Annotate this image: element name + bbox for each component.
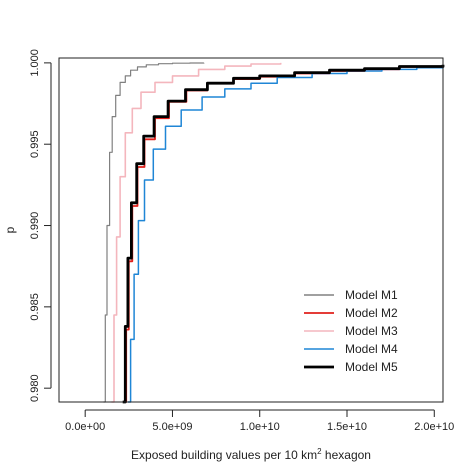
x-axis-label: Exposed building values per 10 km2 hexag… xyxy=(131,447,371,462)
series-line-m3 xyxy=(111,62,282,403)
x-axis-label-superscript: 2 xyxy=(317,447,322,456)
y-tick-label: 0.990 xyxy=(29,212,41,240)
y-tick-label: 0.995 xyxy=(29,130,41,158)
legend-label-m2: Model M2 xyxy=(345,306,398,320)
x-tick-label: 5.0e+09 xyxy=(152,421,192,433)
y-axis-label: p xyxy=(3,226,17,233)
plot-frame xyxy=(58,57,444,403)
x-tick-label: 0.0e+00 xyxy=(65,421,105,433)
y-tick-label: 0.985 xyxy=(29,293,41,321)
legend-label-m4: Model M4 xyxy=(345,342,398,356)
legend-label-m3: Model M3 xyxy=(345,324,398,338)
x-axis: 0.0e+00 5.0e+09 1.0e+10 1.5e+10 2.0e+10 xyxy=(65,409,454,433)
y-tick-label: 0.980 xyxy=(29,374,41,402)
legend-label-m5: Model M5 xyxy=(345,360,398,374)
y-tick-label: 1.000 xyxy=(29,49,41,77)
y-axis: 0.980 0.985 0.990 0.995 1.000 xyxy=(29,49,52,402)
series-line-m1 xyxy=(103,62,205,403)
x-tick-label: 1.0e+10 xyxy=(240,421,280,433)
x-tick-label: 2.0e+10 xyxy=(414,421,454,433)
legend-label-m1: Model M1 xyxy=(345,288,398,302)
series-line-m4 xyxy=(127,66,444,403)
series-layer xyxy=(103,62,445,404)
legend: Model M1 Model M2 Model M3 Model M4 Model M5 xyxy=(304,288,398,374)
x-tick-label: 1.5e+10 xyxy=(327,421,367,433)
series-line-m5 xyxy=(122,64,445,404)
